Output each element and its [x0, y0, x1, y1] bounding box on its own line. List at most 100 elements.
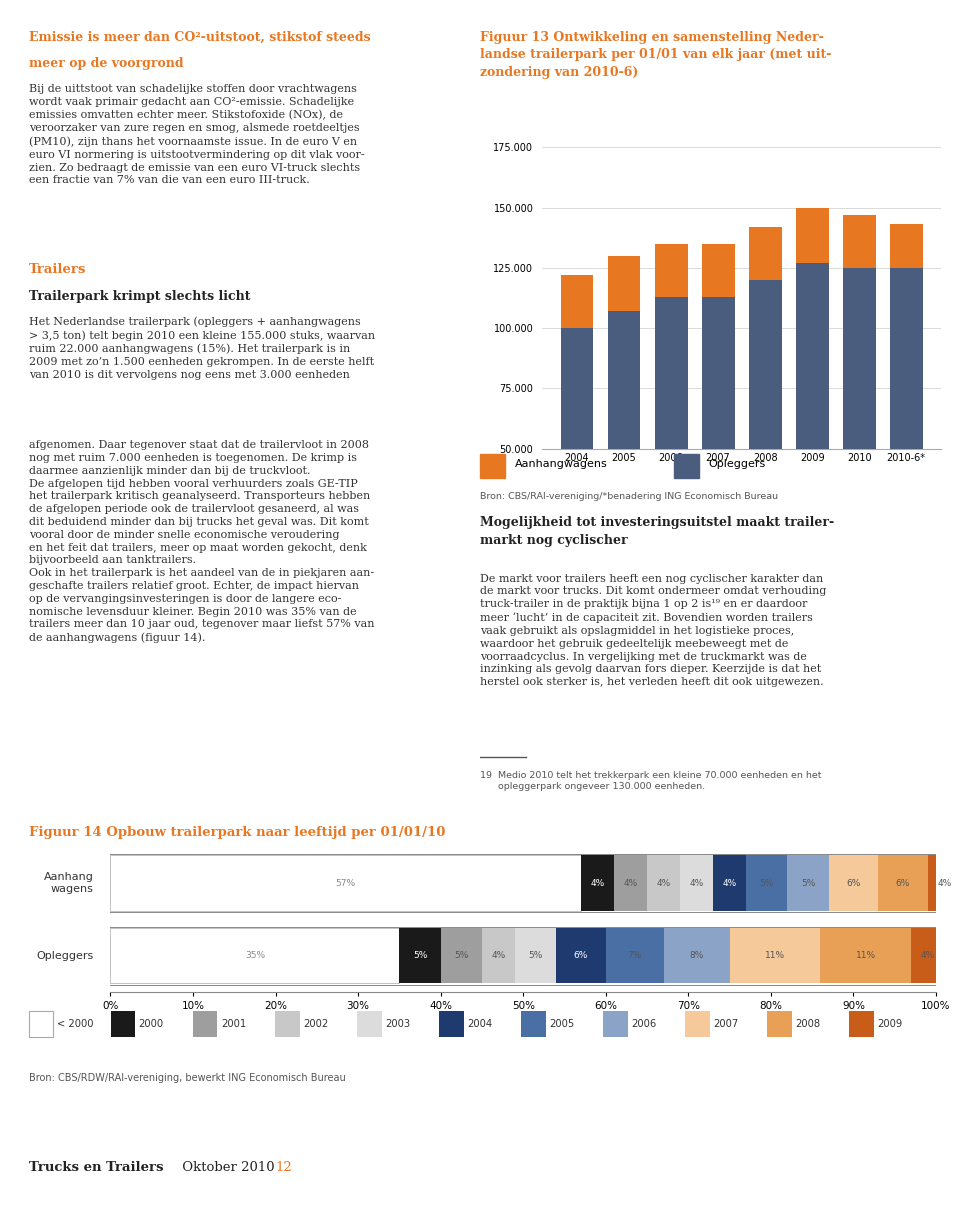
- Text: 4%: 4%: [590, 879, 605, 887]
- Text: De markt voor trailers heeft een nog cyclischer karakter dan
de markt voor truck: De markt voor trailers heeft een nog cyc…: [480, 574, 827, 687]
- Text: Bron: CBS/RDW/RAI-vereniging, bewerkt ING Economisch Bureau: Bron: CBS/RDW/RAI-vereniging, bewerkt IN…: [29, 1073, 346, 1083]
- Text: 5%: 5%: [528, 951, 542, 960]
- Bar: [480, 454, 505, 478]
- Text: Emissie is meer dan CO²-uitstoot, stikstof steeds: Emissie is meer dan CO²-uitstoot, stikst…: [29, 31, 371, 44]
- Bar: [663, 928, 730, 983]
- Text: 5%: 5%: [413, 951, 427, 960]
- Bar: [561, 275, 593, 328]
- Text: 2001: 2001: [221, 1019, 246, 1029]
- Bar: [275, 1011, 300, 1037]
- Text: 4%: 4%: [623, 879, 637, 887]
- Text: Trucks en Trailers: Trucks en Trailers: [29, 1161, 163, 1174]
- Text: afgenomen. Daar tegenover staat dat de trailervloot in 2008
nog met ruim 7.000 e: afgenomen. Daar tegenover staat dat de t…: [29, 440, 374, 643]
- Bar: [110, 855, 581, 911]
- Text: 2002: 2002: [302, 1019, 328, 1029]
- Bar: [521, 1011, 545, 1037]
- Text: 4%: 4%: [723, 879, 736, 887]
- Text: 4%: 4%: [689, 879, 704, 887]
- Bar: [608, 256, 640, 311]
- Text: 2003: 2003: [385, 1019, 410, 1029]
- Bar: [878, 855, 927, 911]
- Text: Bij de uittstoot van schadelijke stoffen door vrachtwagens
wordt vaak primair ge: Bij de uittstoot van schadelijke stoffen…: [29, 85, 365, 186]
- Text: Oktober 2010: Oktober 2010: [178, 1161, 278, 1174]
- Bar: [749, 227, 781, 280]
- Bar: [399, 928, 441, 983]
- Text: 5%: 5%: [454, 951, 468, 960]
- Text: Figuur 14 Opbouw trailerpark naar leeftijd per 01/01/10: Figuur 14 Opbouw trailerpark naar leefti…: [29, 826, 445, 839]
- Text: 19  Medio 2010 telt het trekkerpark een kleine 70.000 eenheden en het
      ople: 19 Medio 2010 telt het trekkerpark een k…: [480, 771, 822, 791]
- Bar: [581, 855, 614, 911]
- Text: 2004: 2004: [467, 1019, 492, 1029]
- Bar: [850, 1011, 874, 1037]
- Text: 5%: 5%: [801, 879, 815, 887]
- Text: Het Nederlandse trailerpark (opleggers + aanhangwagens
> 3,5 ton) telt begin 201: Het Nederlandse trailerpark (opleggers +…: [29, 317, 375, 380]
- Bar: [927, 855, 960, 911]
- Bar: [439, 1011, 464, 1037]
- Bar: [357, 1011, 381, 1037]
- Bar: [110, 928, 399, 983]
- Bar: [29, 1011, 54, 1037]
- Text: Aanhang
wagens: Aanhang wagens: [44, 873, 94, 893]
- Bar: [674, 454, 699, 478]
- Text: 2005: 2005: [549, 1019, 574, 1029]
- Bar: [110, 1011, 135, 1037]
- Text: 4%: 4%: [921, 951, 935, 960]
- Bar: [767, 1011, 792, 1037]
- Text: 6%: 6%: [896, 879, 910, 887]
- Text: 2008: 2008: [795, 1019, 820, 1029]
- Bar: [843, 268, 876, 569]
- Bar: [680, 855, 713, 911]
- Text: 11%: 11%: [765, 951, 785, 960]
- Bar: [890, 268, 923, 569]
- Text: meer op de voorgrond: meer op de voorgrond: [29, 57, 183, 70]
- Bar: [746, 855, 787, 911]
- Bar: [749, 280, 781, 569]
- Text: Figuur 13 Ontwikkeling en samenstelling Neder-
landse trailerpark per 01/01 van : Figuur 13 Ontwikkeling en samenstelling …: [480, 31, 831, 79]
- Bar: [843, 215, 876, 268]
- Text: 6%: 6%: [847, 879, 860, 887]
- Bar: [911, 928, 945, 983]
- Bar: [608, 311, 640, 569]
- Bar: [606, 928, 663, 983]
- Text: Trailers: Trailers: [29, 263, 86, 277]
- Bar: [441, 928, 482, 983]
- Bar: [482, 928, 515, 983]
- Text: 7%: 7%: [628, 951, 642, 960]
- Bar: [193, 1011, 218, 1037]
- Bar: [730, 928, 821, 983]
- Text: 2009: 2009: [877, 1019, 902, 1029]
- Text: 8%: 8%: [689, 951, 704, 960]
- Text: Opleggers: Opleggers: [36, 950, 94, 961]
- Bar: [647, 855, 680, 911]
- Bar: [821, 928, 911, 983]
- Text: 35%: 35%: [245, 951, 265, 960]
- Bar: [796, 263, 828, 569]
- Bar: [796, 208, 828, 263]
- Text: 11%: 11%: [855, 951, 876, 960]
- Bar: [828, 855, 878, 911]
- Text: 5%: 5%: [759, 879, 774, 887]
- Text: < 2000: < 2000: [57, 1019, 93, 1029]
- Bar: [655, 243, 687, 296]
- Bar: [890, 225, 923, 268]
- Bar: [603, 1011, 628, 1037]
- Text: Aanhangwagens: Aanhangwagens: [515, 460, 608, 469]
- Bar: [655, 296, 687, 569]
- Bar: [614, 855, 647, 911]
- Text: 4%: 4%: [492, 951, 506, 960]
- Bar: [515, 928, 556, 983]
- Text: 12: 12: [276, 1161, 292, 1174]
- Text: 2000: 2000: [139, 1019, 164, 1029]
- Text: 2006: 2006: [631, 1019, 657, 1029]
- Bar: [561, 328, 593, 569]
- Bar: [685, 1011, 709, 1037]
- Text: 2007: 2007: [713, 1019, 738, 1029]
- Bar: [556, 928, 606, 983]
- Bar: [702, 296, 734, 569]
- Text: Bron: CBS/RAI-vereniging/*benadering ING Economisch Bureau: Bron: CBS/RAI-vereniging/*benadering ING…: [480, 492, 779, 501]
- Text: 6%: 6%: [574, 951, 588, 960]
- Text: Trailerpark krimpt slechts licht: Trailerpark krimpt slechts licht: [29, 290, 251, 304]
- Bar: [713, 855, 746, 911]
- Text: Opleggers: Opleggers: [708, 460, 765, 469]
- Bar: [702, 243, 734, 296]
